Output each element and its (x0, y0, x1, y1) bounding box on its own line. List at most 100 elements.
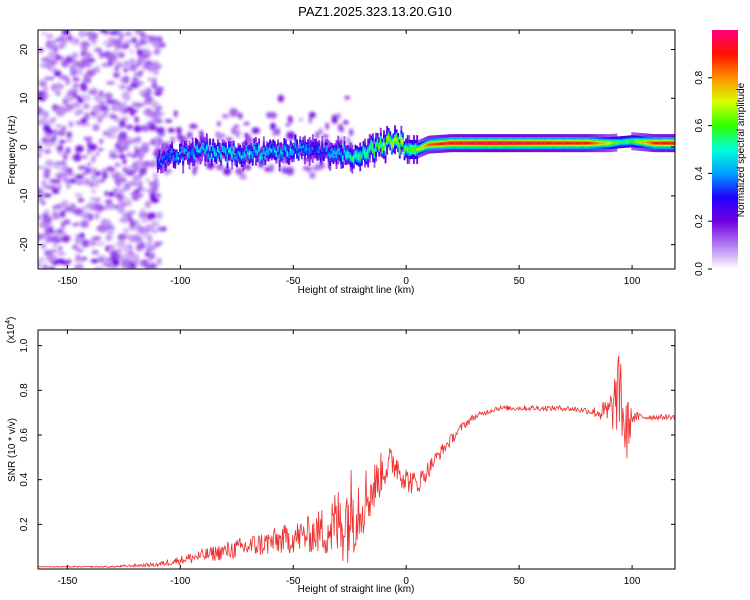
ridge-cell (264, 153, 267, 158)
ridge-cell (305, 146, 308, 151)
ridge-cell (384, 147, 387, 151)
noise-blob (93, 197, 102, 202)
ridge-cell (544, 142, 547, 145)
ridge-cell (210, 154, 213, 158)
noise-blob (49, 45, 57, 50)
ridge-cell (507, 142, 510, 145)
ridge-cell (186, 153, 189, 157)
noise-blob (276, 127, 280, 136)
noise-blob (114, 162, 122, 167)
ridge-cell (583, 142, 586, 145)
noise-blob (142, 160, 151, 167)
noise-blob (66, 178, 71, 185)
noise-blob (62, 164, 69, 172)
ridge-cell (531, 142, 534, 145)
noise-blob (38, 153, 42, 158)
ridge-cell (517, 142, 520, 145)
ridge-cell (481, 142, 483, 145)
noise-blob (59, 139, 66, 144)
ridge-cell (666, 142, 668, 145)
noise-blob (97, 116, 103, 124)
noise-blob (149, 191, 156, 200)
ridge-cell (182, 157, 185, 161)
ridge-cell (221, 147, 224, 151)
noise-blob (43, 148, 52, 154)
ridge-cell (198, 149, 200, 153)
noise-blob (49, 50, 57, 58)
noise-blob (99, 138, 104, 145)
ridge-cell (245, 146, 248, 150)
noise-blob (54, 89, 61, 97)
noise-blob (63, 220, 71, 225)
colorbar-tick-label: 0.8 (694, 70, 705, 84)
noise-blob (91, 241, 96, 246)
noise-blob (98, 90, 104, 98)
noise-blob (315, 131, 319, 140)
ridge-cell (673, 142, 675, 145)
noise-blob (153, 68, 159, 76)
ridge-cell (533, 142, 536, 145)
noise-blob (59, 75, 69, 80)
noise-blob (120, 78, 129, 82)
noise-blob (126, 265, 133, 269)
noise-blob (38, 261, 42, 269)
ridge-cell (572, 142, 575, 145)
noise-blob (105, 81, 116, 85)
ridge-cell (436, 143, 439, 146)
noise-blob (83, 103, 90, 110)
ridge-cell (224, 149, 227, 154)
ridge-cell (284, 147, 287, 151)
noise-blob (148, 35, 156, 43)
ridge-cell (580, 142, 583, 145)
noise-blob (144, 108, 153, 114)
noise-blob (57, 183, 62, 191)
ridge-cell (209, 146, 211, 150)
noise-blob (75, 67, 84, 76)
noise-blob (141, 232, 149, 238)
ridge-cell (642, 141, 645, 144)
noise-blob (102, 259, 113, 265)
ridge-cell (537, 142, 540, 145)
ridge-cell (425, 144, 428, 147)
ytick-label: -20 (19, 237, 30, 252)
noise-blob (80, 256, 88, 261)
noise-blob (74, 265, 79, 269)
ridge-cell (604, 142, 607, 145)
ridge-cell (335, 152, 338, 157)
noise-blob (121, 212, 126, 217)
noise-blob (231, 127, 236, 135)
noise-blob (107, 191, 116, 197)
ridge-cell (190, 151, 193, 155)
noise-blob (77, 197, 85, 203)
noise-blob (74, 110, 80, 116)
xtick-label: -50 (286, 276, 301, 287)
noise-blob (156, 226, 163, 230)
ridge-cell (506, 142, 509, 145)
noise-blob (38, 214, 42, 220)
noise-blob (125, 170, 135, 176)
ridge-cell (292, 150, 295, 154)
ridge-cell (275, 152, 278, 156)
ridge-cell (447, 142, 450, 145)
spectrogram-xlabel: Height of straight line (km) (298, 285, 415, 296)
noise-blob (65, 137, 73, 143)
noise-blob (133, 237, 143, 242)
ridge-cell (367, 151, 370, 155)
noise-blob (269, 112, 277, 119)
noise-blob (133, 189, 141, 193)
noise-blob (58, 245, 63, 252)
ridge-cell (316, 149, 319, 153)
noise-blob (148, 262, 157, 269)
ridge-cell (585, 142, 588, 145)
noise-blob (61, 234, 71, 243)
ridge-cell (449, 142, 452, 145)
noise-blob (136, 226, 147, 234)
noise-blob (95, 151, 100, 157)
noise-blob (126, 85, 133, 93)
noise-blob (112, 187, 118, 194)
noise-blob (152, 110, 161, 118)
noise-blob (133, 125, 143, 133)
ridge-cell (202, 144, 205, 148)
ridge-cell (256, 150, 259, 155)
noise-blob (133, 145, 139, 150)
